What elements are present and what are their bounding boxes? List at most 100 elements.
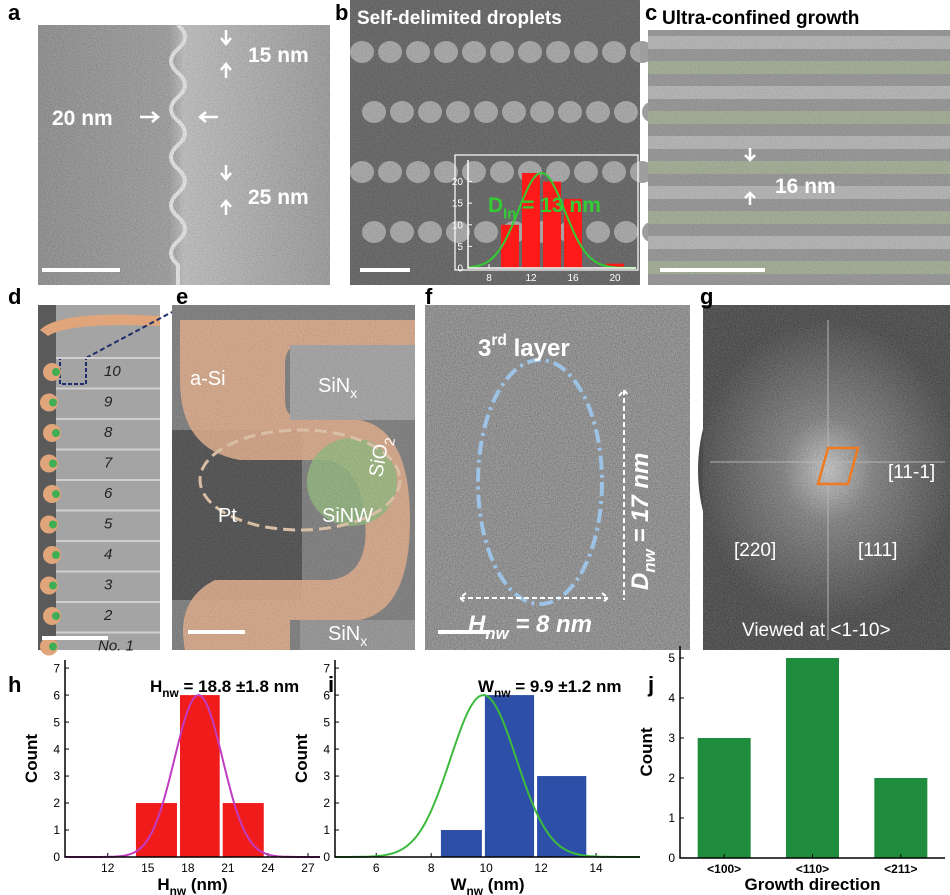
diffraction-label: Viewed at <1-10> (742, 620, 891, 641)
panel-letter: b (335, 0, 348, 25)
x-tick-label: <211> (884, 862, 917, 876)
y-tick-label: 1 (668, 811, 675, 825)
y-tick-label: 3 (323, 769, 330, 783)
nanowire-core (52, 429, 60, 437)
text-part: H (150, 677, 162, 696)
panel-letter: f (425, 284, 433, 309)
text-part: a-Si (190, 368, 226, 390)
text-part: SiNW (322, 505, 373, 527)
scale-label: 25 nm (248, 186, 309, 209)
noise (648, 30, 950, 285)
text-part: H (468, 611, 486, 638)
panel-letter: h (8, 672, 21, 697)
text-part: nw (494, 686, 511, 700)
layer-number: 9 (104, 394, 113, 411)
bar (874, 778, 927, 858)
y-tick-label: 7 (323, 661, 330, 675)
layer-number: 2 (103, 607, 113, 624)
layer-number: No. 1 (98, 638, 134, 655)
y-tick-label: 3 (53, 769, 60, 783)
nanowire-core (49, 643, 57, 651)
x-tick-label: <110> (796, 862, 829, 876)
text-part: (nm) (186, 875, 228, 894)
text-part: SiN (328, 623, 360, 645)
x-tick-label: 18 (181, 861, 195, 875)
x-tick-label: <100> (707, 862, 741, 876)
y-tick-label: 5 (53, 715, 60, 729)
region-label: Pt (218, 505, 237, 527)
text-part: W (478, 677, 495, 696)
x-tick-label: 20 (609, 273, 621, 284)
region-label: SiNW (322, 505, 373, 527)
x-tick-label: 21 (221, 861, 235, 875)
x-tick-label: 10 (479, 861, 493, 875)
x-tick-label: 12 (525, 273, 537, 284)
layer-number: 6 (104, 485, 113, 502)
annotation: Wnw = 9.9 ±1.2 nm (478, 677, 621, 700)
text-part: 3 (478, 335, 491, 362)
y-tick-label: 0 (323, 850, 330, 864)
y-tick-label: 6 (53, 688, 60, 702)
bar (136, 803, 177, 857)
text-part: nw (466, 884, 483, 895)
panel-title: Ultra-confined growth (662, 8, 859, 29)
y-axis-label: Count (637, 727, 656, 776)
text-part: = 13 nm (516, 194, 601, 217)
y-tick-label: 2 (668, 771, 675, 785)
panel-letter: d (8, 284, 21, 309)
x-tick-label: 15 (141, 861, 155, 875)
page: {"panel_labels": ["a", "b", "c", "d", "e… (0, 0, 950, 895)
diffraction-label: [220] (734, 540, 776, 561)
scale-label: 16 nm (775, 175, 836, 198)
nanowire-core (52, 368, 60, 376)
text-part: D (488, 194, 503, 217)
text-part: nw (485, 624, 509, 643)
region-label: a-Si (190, 368, 226, 390)
x-tick-label: 12 (534, 861, 548, 875)
bar (485, 695, 534, 857)
text-part: = 9.9 ±1.2 nm (511, 677, 622, 696)
figure: abcdefghij20 nm15 nm25 nmSelf-delimited … (0, 0, 950, 895)
layer-number: 8 (104, 424, 113, 441)
y-tick-label: 10 (452, 220, 464, 231)
micrograph-c (648, 30, 950, 285)
panel-letter: e (176, 284, 188, 309)
text-part: nw (162, 686, 179, 700)
nanowire-core (52, 490, 60, 498)
nanowire-core (49, 521, 57, 529)
noise (350, 0, 640, 285)
text-part: x (350, 385, 357, 401)
y-tick-label: 4 (53, 742, 60, 756)
bar (698, 738, 751, 858)
text-part: x (360, 633, 367, 649)
bar (180, 695, 220, 857)
layer-number: 3 (104, 577, 113, 594)
x-tick-label: 8 (428, 861, 435, 875)
text-part: SiN (318, 375, 350, 397)
bar (522, 173, 540, 268)
x-axis-label: Wnw (nm) (450, 875, 524, 895)
text-part: = 17 nm (627, 453, 654, 550)
text-part: (nm) (483, 875, 525, 894)
x-axis-label: Growth direction (745, 875, 881, 894)
y-tick-label: 5 (457, 242, 463, 253)
x-tick-label: 14 (589, 861, 603, 875)
y-tick-label: 2 (323, 796, 330, 810)
text-part: In (503, 206, 516, 222)
nanowire-core (49, 399, 57, 407)
panel-letter: a (8, 0, 21, 25)
text-part: layer (507, 335, 570, 362)
panel-letter: c (645, 0, 657, 25)
text-part: D (627, 573, 654, 590)
text-part: Pt (218, 505, 237, 527)
bar (537, 776, 586, 857)
x-tick-label: 6 (373, 861, 380, 875)
x-tick-label: 12 (101, 861, 115, 875)
x-tick-label: 16 (567, 273, 579, 284)
nanowire-core (49, 460, 57, 468)
diffraction-label: [11-1] (888, 462, 935, 483)
layer-number: 10 (104, 363, 121, 380)
x-tick-label: 24 (261, 861, 275, 875)
annotation: Hnw = 18.8 ±1.8 nm (150, 677, 299, 700)
y-tick-label: 5 (323, 715, 330, 729)
